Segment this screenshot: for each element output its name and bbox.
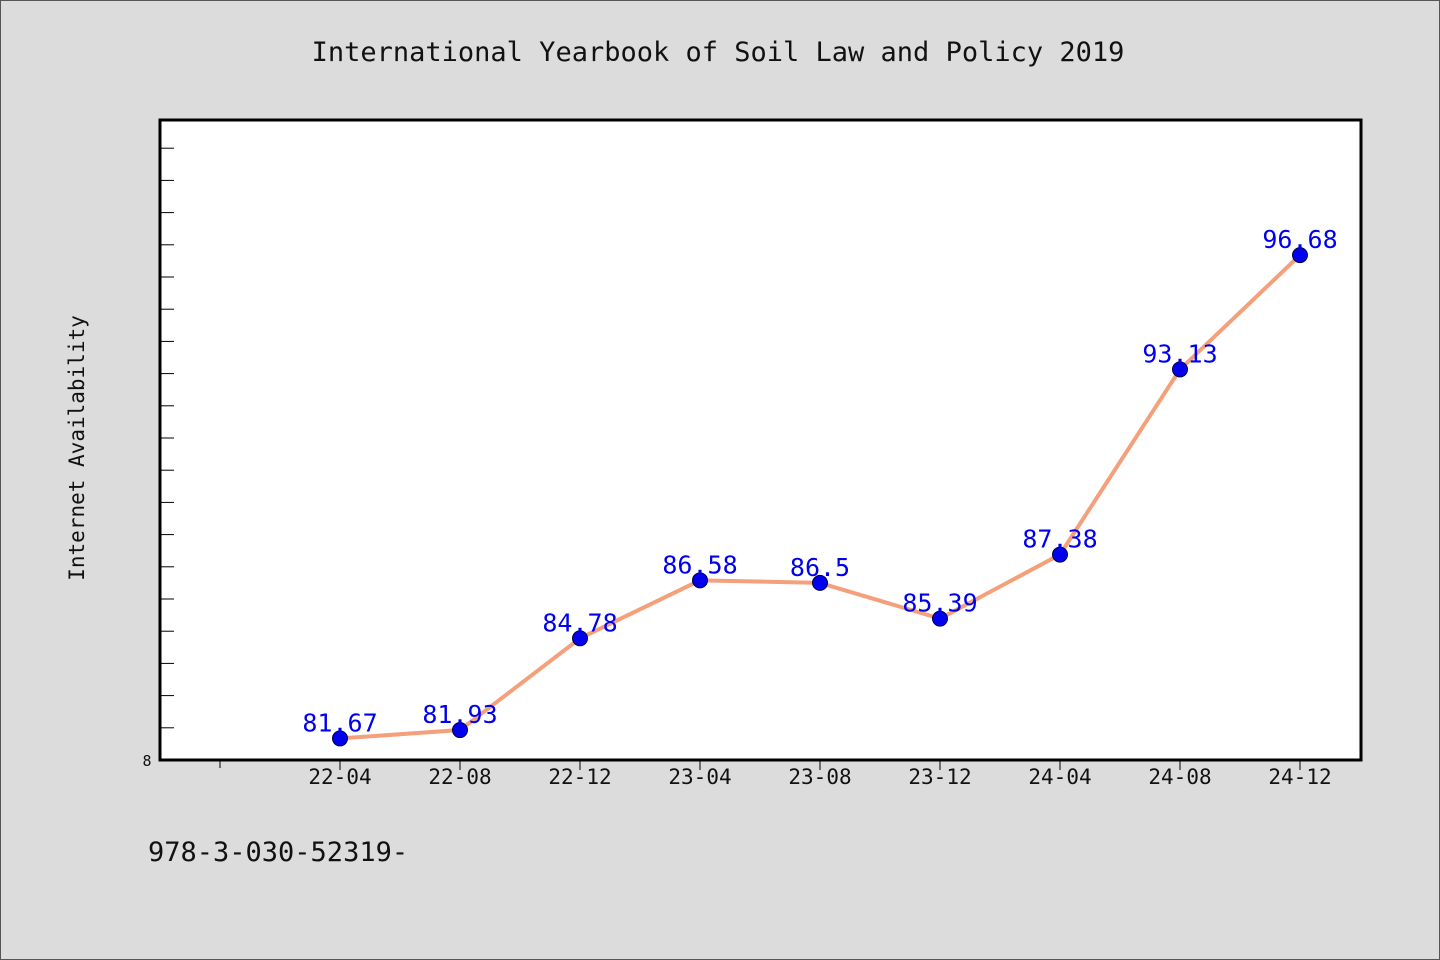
data-point [452, 722, 468, 739]
x-tick-label: 22-08 [428, 765, 491, 789]
x-tick-label: 23-08 [788, 765, 851, 789]
chart-title: International Yearbook of Soil Law and P… [312, 37, 1125, 68]
x-tick-label: 24-12 [1268, 765, 1331, 789]
data-label: 81.67 [302, 708, 377, 737]
data-point [692, 572, 708, 589]
x-tick-label: 23-04 [668, 765, 731, 789]
data-label: 81.93 [422, 700, 497, 729]
data-point [932, 610, 948, 627]
x-axis-ticks: 22-04 22-08 22-12 23-04 23-08 23-12 24-04 24-08… [219, 761, 1332, 789]
x-tick-label: 22-12 [548, 765, 611, 789]
x-tick-label: 22-04 [308, 765, 371, 789]
data-point [812, 574, 828, 591]
data-label: 85.39 [902, 589, 977, 618]
x-tick-label: 24-08 [1148, 765, 1211, 789]
y-axis-label: Internet Availability [65, 315, 89, 581]
plot-area [158, 118, 1363, 762]
y-axis-ticks [161, 147, 174, 729]
data-point [332, 730, 348, 747]
data-label: 84.78 [542, 608, 617, 637]
data-label: 93.13 [1142, 339, 1217, 368]
footnote-isbn: 978-3-030-52319- [148, 837, 408, 868]
data-point [1172, 361, 1188, 378]
x-tick-label: 23-12 [908, 765, 971, 789]
data-label: 87.38 [1022, 525, 1097, 554]
y-tick-label: 8 [142, 752, 151, 770]
data-labels: 81.67 81.93 84.78 86.58 86.5 85.39 87.38 93.13 9… [302, 225, 1337, 737]
data-label: 86.5 [790, 553, 850, 582]
data-point [1052, 546, 1068, 563]
data-label: 96.68 [1262, 225, 1337, 254]
data-point [572, 630, 588, 647]
x-tick-label: 24-04 [1028, 765, 1091, 789]
data-label: 86.58 [662, 550, 737, 579]
data-markers [332, 247, 1308, 747]
data-point [1292, 247, 1308, 264]
